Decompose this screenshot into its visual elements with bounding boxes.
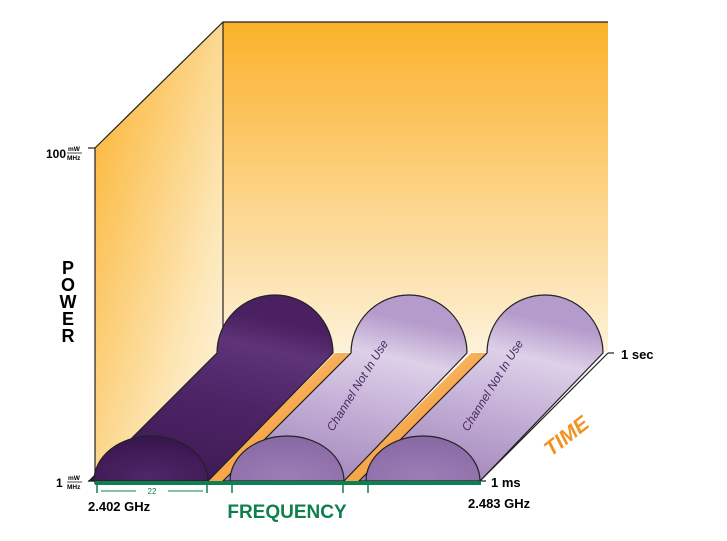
side-wall — [95, 22, 223, 481]
freq-start-label: 2.402 GHz — [88, 499, 151, 514]
wall-outline — [94, 21, 608, 484]
power-max-unit-bottom: MHz — [67, 155, 81, 162]
channel-tube-3: Channel Not In Use — [357, 294, 604, 482]
power-min-unit-bottom: MHz — [67, 484, 81, 491]
power-max-unit-top: mW — [68, 146, 81, 153]
freq-end-label: 2.483 GHz — [468, 496, 531, 511]
frequency-ticks — [96, 485, 369, 493]
frequency-axis — [95, 481, 481, 485]
power-axis-letter: E — [62, 309, 74, 329]
time-axis — [479, 352, 609, 482]
power-axis-letter: R — [62, 326, 75, 346]
time-start-label: 1 ms — [491, 475, 521, 490]
power-min-value: 1 — [56, 476, 63, 490]
channel-tube-1 — [87, 294, 334, 482]
time-end-label: 1 sec — [621, 347, 654, 362]
power-axis-letter: O — [61, 275, 75, 295]
power-axis-letter: P — [62, 258, 74, 278]
power-min-unit-top: mW — [68, 475, 81, 482]
time-axis-label: TIME — [540, 411, 594, 461]
channel-width-label: 22 — [148, 487, 157, 496]
channel-tube-2: Channel Not In Use — [221, 294, 468, 482]
power-max-value: 100 — [46, 147, 66, 161]
power-axis-letter: W — [60, 292, 77, 312]
frequency-axis-label: FREQUENCY — [227, 502, 347, 523]
